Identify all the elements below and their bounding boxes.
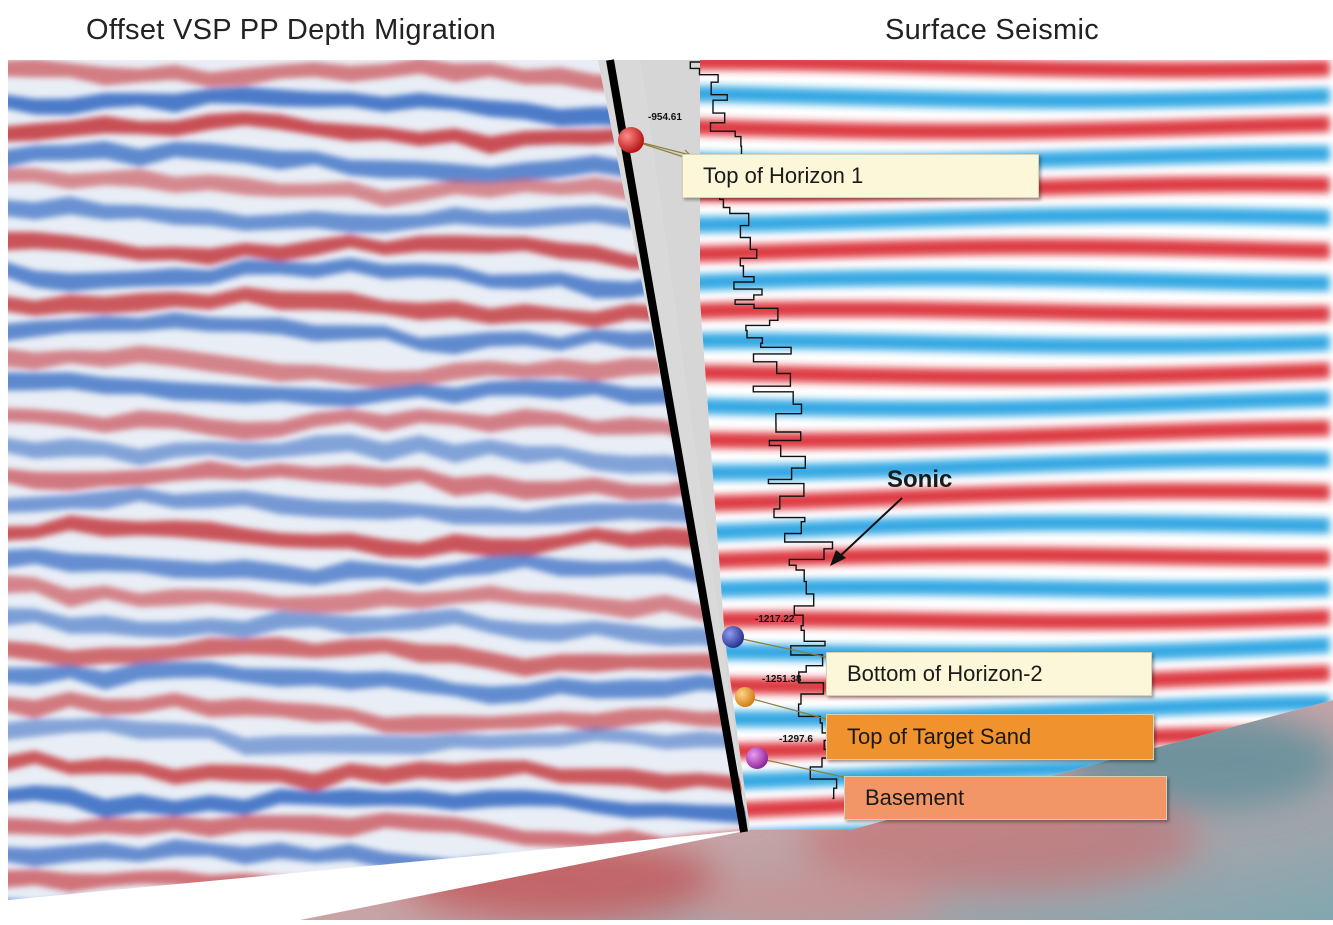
vsp-band bbox=[8, 460, 750, 501]
marker-bottom-horizon-2 bbox=[722, 626, 744, 648]
callout-basement: Basement bbox=[844, 776, 1167, 820]
vsp-band bbox=[8, 287, 750, 328]
vsp-band bbox=[8, 661, 750, 705]
marker-basement bbox=[746, 747, 768, 769]
seismic-band bbox=[700, 390, 1330, 417]
seismic-band bbox=[700, 60, 1330, 78]
seismic-band bbox=[700, 362, 1330, 386]
vsp-band bbox=[8, 111, 750, 155]
seismic-band bbox=[700, 514, 1330, 542]
seismic-band bbox=[700, 85, 1330, 109]
seismic-band bbox=[700, 609, 1330, 630]
vsp-band bbox=[8, 812, 750, 854]
vsp-band bbox=[8, 607, 750, 649]
sonic-arrow-head bbox=[830, 550, 846, 566]
leader-lines bbox=[630, 139, 849, 779]
vsp-band bbox=[8, 312, 750, 355]
seismic-band bbox=[700, 269, 1330, 292]
vsp-panel bbox=[8, 60, 750, 900]
title-vsp: Offset VSP PP Depth Migration bbox=[86, 14, 497, 46]
seismic-band bbox=[700, 579, 1330, 599]
vsp-band bbox=[8, 750, 750, 794]
marker-top-horizon-1 bbox=[618, 127, 644, 153]
vsp-band bbox=[8, 636, 750, 677]
title-surface-seismic: Surface Seismic bbox=[885, 14, 1100, 46]
vsp-band bbox=[8, 141, 750, 184]
vsp-band bbox=[8, 487, 750, 525]
seismic-band bbox=[700, 116, 1330, 140]
callout-top-target-sand: Top of Target Sand bbox=[826, 714, 1154, 760]
vsp-band bbox=[8, 691, 750, 734]
depth-top-horizon-1: -954.61 bbox=[648, 112, 682, 123]
seismic-band bbox=[700, 238, 1330, 263]
vsp-band bbox=[8, 372, 750, 418]
well-bore bbox=[606, 59, 748, 833]
seismic-band bbox=[700, 483, 1330, 512]
seismic-band bbox=[700, 207, 1330, 233]
seismic-band bbox=[700, 332, 1330, 354]
vsp-band bbox=[8, 231, 750, 272]
seismic-band bbox=[700, 546, 1330, 570]
depth-top-target-sand: -1251.38 bbox=[762, 674, 802, 685]
vsp-band bbox=[8, 548, 750, 589]
vsp-band bbox=[8, 345, 750, 390]
vsp-band bbox=[8, 60, 750, 101]
sonic-label: Sonic bbox=[887, 466, 953, 493]
seismic-band bbox=[700, 451, 1330, 481]
vsp-band bbox=[8, 196, 750, 243]
sonic-arrow bbox=[837, 497, 903, 559]
vsp-band bbox=[8, 717, 750, 764]
callout-bottom-horizon-2: Bottom of Horizon-2 bbox=[826, 652, 1152, 696]
vsp-band bbox=[8, 434, 750, 478]
vsp-band bbox=[8, 515, 750, 558]
vsp-band bbox=[8, 785, 750, 828]
marker-top-target-sand bbox=[735, 687, 755, 707]
depth-bottom-horizon-2: -1217.22 bbox=[755, 614, 795, 625]
callout-top-horizon-1: Top of Horizon 1 bbox=[682, 154, 1039, 198]
vsp-band bbox=[8, 167, 750, 208]
seismic-band bbox=[700, 301, 1330, 323]
vsp-band bbox=[8, 574, 750, 623]
depth-basement: -1297.6 bbox=[779, 734, 813, 745]
seismic-band bbox=[700, 420, 1330, 449]
vsp-band bbox=[8, 86, 750, 127]
vsp-band bbox=[8, 257, 750, 299]
vsp-band bbox=[8, 407, 750, 448]
